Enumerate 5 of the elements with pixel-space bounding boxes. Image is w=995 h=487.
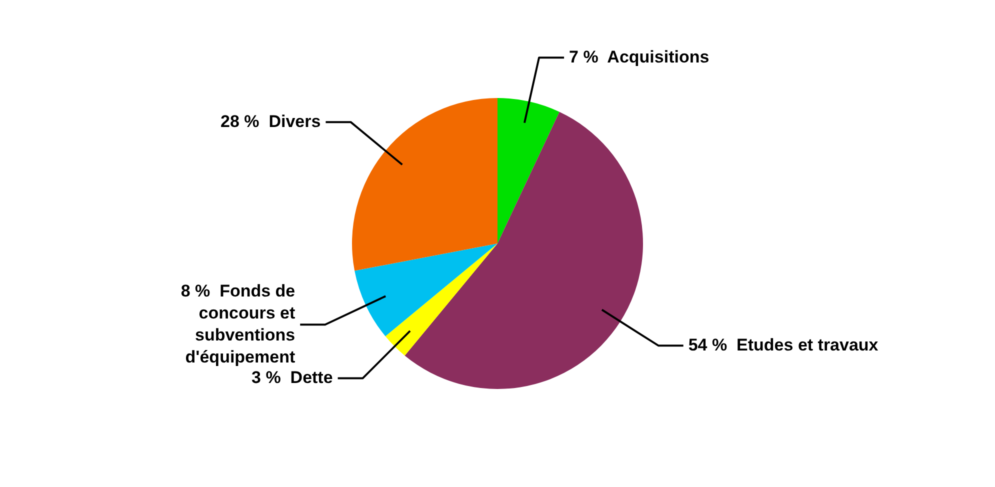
slice-label: 7 % Acquisitions <box>569 47 710 66</box>
slice-label: 8 % Fonds de concours et subventions d'équipement <box>180 281 296 366</box>
slice-label: 3 % Dette <box>252 368 333 387</box>
slice-label: 28 % Divers <box>220 112 321 131</box>
slice-label: 54 % Etudes et travaux <box>688 335 879 354</box>
